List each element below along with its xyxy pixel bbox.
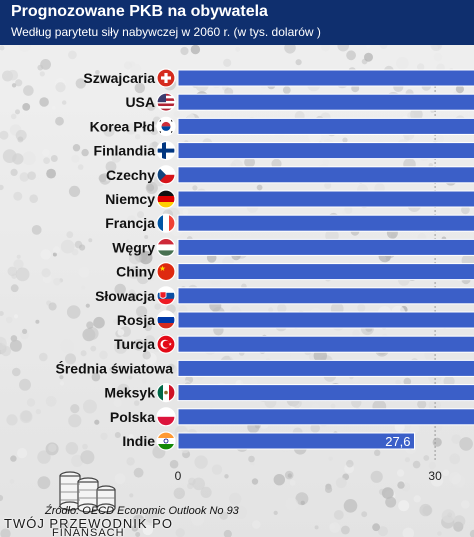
chart-title: Prognozowane PKB na obywatela	[11, 3, 268, 20]
bar	[177, 117, 474, 135]
hungary-flag-icon	[156, 237, 176, 257]
chart-subtitle: Według parytetu siły nabywczej w 2060 r.…	[11, 25, 321, 39]
x-tick-label: 30	[428, 469, 442, 483]
category-label: Czechy	[106, 167, 155, 183]
bar-group: 45,6Rosja	[117, 310, 474, 330]
category-label: Meksyk	[104, 385, 155, 401]
category-label: Słowacja	[95, 288, 155, 304]
bar-group: 47,1Słowacja	[95, 286, 474, 306]
coin-stack-icon	[59, 471, 116, 513]
bar	[177, 166, 474, 184]
mexico-flag-icon	[156, 383, 176, 403]
category-label: Polska	[110, 409, 155, 425]
poland-flag-icon	[156, 407, 176, 427]
category-label: Rosja	[117, 312, 155, 328]
bar	[177, 408, 474, 426]
bar	[177, 359, 474, 377]
bar-group: 44,8Turcja	[114, 334, 474, 354]
bar-group: 72,0Korea Płd	[90, 116, 474, 137]
south-korea-flag-icon	[156, 116, 176, 137]
czech-flag-icon	[156, 165, 176, 185]
bar	[177, 263, 474, 281]
bar-group: 65,8Finlandia	[94, 141, 474, 161]
bar-group: 41,6Polska	[110, 407, 474, 427]
germany-flag-icon	[156, 189, 176, 209]
russia-flag-icon	[156, 310, 176, 330]
bar-group: 63,5Niemcy	[105, 189, 474, 209]
category-label: Finlandia	[94, 143, 156, 159]
category-label: Indie	[122, 433, 155, 449]
bar-group: 48,4Chiny	[116, 262, 474, 282]
bar-value-label: 27,6	[385, 434, 410, 449]
category-label: Korea Płd	[90, 118, 155, 134]
turkey-flag-icon	[156, 334, 176, 354]
chart-header: Prognozowane PKB na obywatela Według par…	[0, 0, 474, 45]
bar-group: 59,2Francja	[105, 213, 474, 233]
bar	[177, 335, 474, 353]
bar-group: 79,7USA	[125, 92, 474, 112]
france-flag-icon	[156, 213, 176, 233]
bar-group: 44,0Średnia światowa	[56, 359, 474, 377]
india-flag-icon	[156, 431, 176, 451]
switzerland-flag-icon	[156, 68, 176, 88]
bar-group: 27,6 Indie	[122, 431, 415, 451]
source-note: Źródło: OECD Economic Outlook No 93	[45, 505, 239, 517]
usa-flag-icon	[156, 92, 176, 112]
category-label: USA	[125, 94, 155, 110]
logo-text-line2: FINANSACH	[52, 527, 125, 537]
bar	[177, 214, 474, 232]
bar-group: 63,8Czechy	[106, 165, 474, 185]
category-label: Niemcy	[105, 191, 155, 207]
category-label: Turcja	[114, 336, 155, 352]
category-label: Szwajcaria	[83, 70, 155, 86]
bar	[177, 287, 474, 305]
bar-group: 80,5Szwajcaria	[83, 68, 474, 88]
bar-group: 43,5Meksyk	[104, 383, 474, 403]
logo-text-line1: TWÓJ PRZEWODNIK PO	[4, 516, 173, 531]
bar	[177, 190, 474, 208]
bar	[177, 311, 474, 329]
x-tick-label: 0	[175, 469, 182, 483]
category-label: Średnia światowa	[56, 359, 174, 376]
china-flag-icon	[156, 262, 176, 282]
slovakia-flag-icon	[156, 286, 176, 306]
bar	[177, 432, 415, 450]
bar-group: 53,8Węgry	[112, 237, 474, 257]
bar	[177, 384, 474, 402]
bar	[177, 69, 474, 87]
finland-flag-icon	[156, 141, 176, 161]
bar	[177, 238, 474, 256]
category-label: Węgry	[112, 239, 155, 255]
category-label: Francja	[105, 215, 155, 231]
category-label: Chiny	[116, 264, 155, 280]
bar	[177, 93, 474, 111]
bar	[177, 142, 474, 160]
